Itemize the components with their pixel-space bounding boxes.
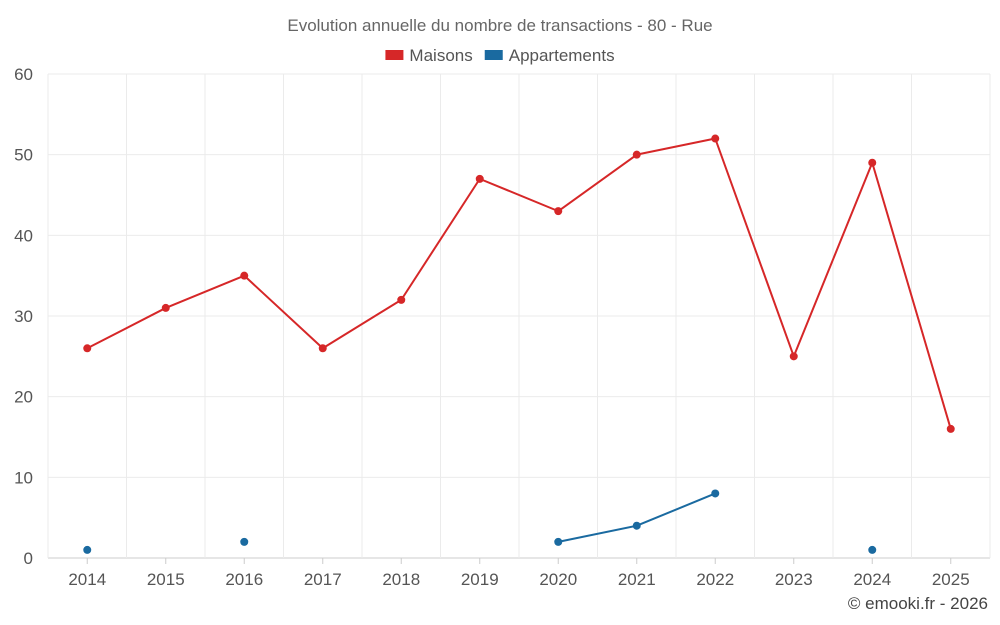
y-tick-label: 20 xyxy=(14,388,33,407)
data-point xyxy=(397,295,406,304)
series-appartements xyxy=(83,489,877,554)
x-tick-label: 2014 xyxy=(68,570,106,589)
data-point xyxy=(868,545,877,554)
x-tick-label: 2023 xyxy=(775,570,813,589)
x-axis: 2014 2015 2016 2017 2018 2019 2020 2021 2022 2023… xyxy=(68,558,970,589)
data-point xyxy=(318,344,327,353)
data-point xyxy=(946,424,955,433)
legend-label: Appartements xyxy=(509,46,615,65)
x-tick-label: 2019 xyxy=(461,570,499,589)
credit-label: © emooki.fr - 2026 xyxy=(848,594,988,613)
data-point xyxy=(554,207,563,216)
data-point xyxy=(161,303,170,312)
data-point xyxy=(789,352,798,361)
data-point xyxy=(554,537,563,546)
data-point xyxy=(83,344,92,353)
data-point xyxy=(632,521,641,530)
legend-swatch xyxy=(385,50,404,60)
legend-label: Maisons xyxy=(409,46,472,65)
y-tick-label: 30 xyxy=(14,307,33,326)
legend[interactable]: Maisons Appartements xyxy=(385,46,615,65)
data-point xyxy=(240,537,249,546)
y-axis: 0 10 20 30 40 50 60 xyxy=(14,65,33,568)
x-tick-label: 2021 xyxy=(618,570,656,589)
data-point xyxy=(711,134,720,143)
x-tick-label: 2020 xyxy=(539,570,577,589)
y-tick-label: 50 xyxy=(14,146,33,165)
gridlines xyxy=(47,73,991,559)
data-point xyxy=(632,150,641,159)
legend-swatch xyxy=(484,50,503,60)
data-point xyxy=(711,489,720,498)
x-tick-label: 2025 xyxy=(932,570,970,589)
series-line xyxy=(86,137,952,430)
y-tick-label: 10 xyxy=(14,468,33,487)
data-point xyxy=(83,545,92,554)
x-tick-label: 2016 xyxy=(225,570,263,589)
y-tick-label: 40 xyxy=(14,226,33,245)
y-tick-label: 0 xyxy=(24,549,33,568)
x-tick-label: 2022 xyxy=(696,570,734,589)
data-point xyxy=(240,271,249,280)
x-tick-label: 2017 xyxy=(304,570,342,589)
series-maisons xyxy=(83,134,955,433)
x-tick-label: 2018 xyxy=(382,570,420,589)
series-line xyxy=(558,492,716,543)
x-tick-label: 2024 xyxy=(853,570,891,589)
x-tick-label: 2015 xyxy=(147,570,185,589)
y-tick-label: 60 xyxy=(14,65,33,84)
chart-title: Evolution annuelle du nombre de transact… xyxy=(287,16,712,35)
data-point xyxy=(475,174,484,183)
series-layer xyxy=(83,134,955,554)
data-point xyxy=(868,158,877,167)
